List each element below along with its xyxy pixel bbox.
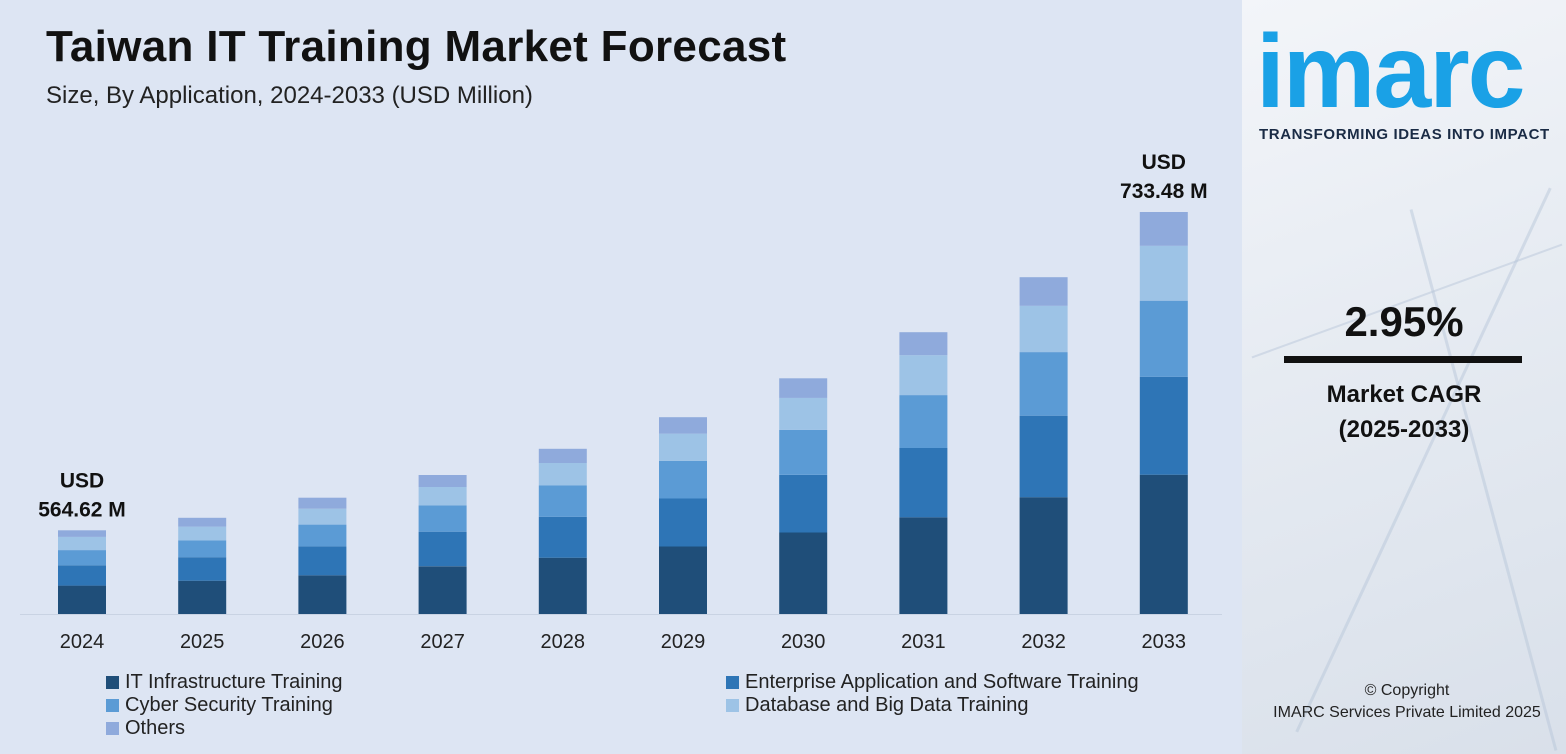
x-tick-label-2024: 2024 xyxy=(60,631,105,653)
bar-segment-enterprise-application-and-software-training-2027 xyxy=(418,531,467,567)
bar-segment-cyber-security-training-2025 xyxy=(178,540,227,558)
legend-label: Enterprise Application and Software Trai… xyxy=(745,671,1139,693)
bar-segment-cyber-security-training-2027 xyxy=(418,505,467,532)
legend-item-it-infrastructure: IT Infrastructure Training xyxy=(106,671,343,694)
bar-segment-database-and-big-data-training-2032 xyxy=(1019,305,1068,353)
bar-segment-database-and-big-data-training-2026 xyxy=(298,508,347,525)
bar-segment-it-infrastructure-training-2024 xyxy=(58,585,106,614)
decorative-line xyxy=(1295,187,1552,733)
bar-segment-it-infrastructure-training-2030 xyxy=(779,532,828,614)
x-tick-label-2025: 2025 xyxy=(180,631,225,653)
bar-segment-enterprise-application-and-software-training-2024 xyxy=(58,565,106,586)
bar-segment-cyber-security-training-2028 xyxy=(538,485,587,517)
bar-segment-enterprise-application-and-software-training-2028 xyxy=(538,516,587,558)
x-tick-label-2030: 2030 xyxy=(781,631,826,653)
x-tick-label-2033: 2033 xyxy=(1142,631,1187,653)
legend-item-cyber-security: Cyber Security Training xyxy=(106,694,333,717)
bar-segment-enterprise-application-and-software-training-2029 xyxy=(659,498,707,547)
bar-segment-database-and-big-data-training-2029 xyxy=(659,433,707,461)
copyright-line2: IMARC Services Private Limited 2025 xyxy=(1273,704,1541,722)
bar-segment-cyber-security-training-2024 xyxy=(58,550,106,566)
legend-label: Cyber Security Training xyxy=(125,694,333,716)
bar-segment-it-infrastructure-training-2031 xyxy=(899,517,948,614)
data-label-2024-line1: USD xyxy=(60,469,104,492)
cagr-divider xyxy=(1284,356,1522,363)
bar-segment-cyber-security-training-2032 xyxy=(1019,352,1068,416)
bar-segment-cyber-security-training-2031 xyxy=(899,395,948,448)
bar-segment-it-infrastructure-training-2025 xyxy=(178,580,227,614)
cagr-label-line2: (2025-2033) xyxy=(1338,415,1470,443)
bar-segment-others-2030 xyxy=(779,378,828,398)
bar-segment-database-and-big-data-training-2024 xyxy=(58,536,106,551)
chart-svg: 2024 2025 2026 2027 2028 2029 2030 2031 2032 2033… xyxy=(20,151,1222,653)
legend-item-database-big-data: Database and Big Data Training xyxy=(726,694,1029,717)
bar-segment-it-infrastructure-training-2033 xyxy=(1139,474,1188,614)
x-tick-label-2032: 2032 xyxy=(1021,631,1066,653)
bar-segment-enterprise-application-and-software-training-2032 xyxy=(1019,415,1068,498)
bar-segment-others-2027 xyxy=(418,475,467,487)
cagr-value: 2.95% xyxy=(1344,298,1464,345)
bar-segment-cyber-security-training-2029 xyxy=(659,460,707,499)
bar-segment-enterprise-application-and-software-training-2025 xyxy=(178,557,227,581)
cagr-label-line1: Market CAGR xyxy=(1326,381,1482,408)
legend-label: IT Infrastructure Training xyxy=(125,671,343,693)
bar-segment-enterprise-application-and-software-training-2033 xyxy=(1139,376,1188,475)
bar-segment-it-infrastructure-training-2029 xyxy=(659,546,707,614)
bar-segment-database-and-big-data-training-2025 xyxy=(178,526,227,541)
bar-segment-others-2028 xyxy=(538,448,587,463)
bar-segment-others-2029 xyxy=(659,417,707,434)
legend-label: Others xyxy=(125,717,186,739)
legend-label: Database and Big Data Training xyxy=(745,694,1029,716)
bar-segment-database-and-big-data-training-2030 xyxy=(779,397,828,430)
bar-segment-database-and-big-data-training-2031 xyxy=(899,355,948,396)
legend-swatch xyxy=(106,722,119,735)
bar-segment-enterprise-application-and-software-training-2026 xyxy=(298,546,347,576)
bar-segment-others-2024 xyxy=(58,530,106,537)
x-tick-label-2029: 2029 xyxy=(661,631,706,653)
data-label-2024-line2: 564.62 M xyxy=(38,498,126,521)
bar-segment-enterprise-application-and-software-training-2030 xyxy=(779,475,828,533)
bar-segment-database-and-big-data-training-2033 xyxy=(1139,245,1188,301)
legend-swatch xyxy=(726,676,739,689)
x-tick-label-2031: 2031 xyxy=(901,631,946,653)
bar-segment-cyber-security-training-2026 xyxy=(298,524,347,547)
bar-segment-others-2031 xyxy=(899,332,948,356)
bar-segment-others-2026 xyxy=(298,497,347,509)
cagr-label: Market CAGR (2025-2033) xyxy=(1242,378,1566,448)
bar-segment-others-2032 xyxy=(1019,277,1068,306)
bar-segment-it-infrastructure-training-2032 xyxy=(1019,497,1068,614)
bar-segment-enterprise-application-and-software-training-2031 xyxy=(899,448,948,518)
legend-item-enterprise-application: Enterprise Application and Software Trai… xyxy=(726,671,1139,694)
x-tick-label-2028: 2028 xyxy=(541,631,586,653)
side-panel: imarc TRANSFORMING IDEAS INTO IMPACT 2.9… xyxy=(1242,0,1566,754)
bar-segment-database-and-big-data-training-2027 xyxy=(418,486,467,506)
legend-swatch xyxy=(726,699,739,712)
copyright: © Copyright IMARC Services Private Limit… xyxy=(1242,680,1566,725)
bar-segment-it-infrastructure-training-2027 xyxy=(418,566,467,614)
bar-segment-others-2033 xyxy=(1139,212,1188,246)
bar-segment-cyber-security-training-2030 xyxy=(779,429,828,475)
bar-segment-it-infrastructure-training-2028 xyxy=(538,557,587,614)
chart-title: Taiwan IT Training Market Forecast xyxy=(46,22,787,71)
x-tick-label-2027: 2027 xyxy=(420,631,465,653)
copyright-line1: © Copyright xyxy=(1364,682,1450,699)
bar-segment-cyber-security-training-2033 xyxy=(1139,300,1188,377)
legend-swatch xyxy=(106,676,119,689)
bar-segment-it-infrastructure-training-2026 xyxy=(298,575,347,614)
chart-subtitle: Size, By Application, 2024-2033 (USD Mil… xyxy=(46,82,533,109)
data-label-2033-line1: USD xyxy=(1142,151,1186,174)
x-tick-label-2026: 2026 xyxy=(300,631,345,653)
bar-segment-database-and-big-data-training-2028 xyxy=(538,463,587,486)
bar-segment-others-2025 xyxy=(178,517,227,527)
chart-panel: Taiwan IT Training Market Forecast Size,… xyxy=(0,0,1242,754)
logo-tagline: TRANSFORMING IDEAS INTO IMPACT xyxy=(1259,126,1550,143)
imarc-logo: imarc xyxy=(1256,14,1526,130)
legend-swatch xyxy=(106,699,119,712)
legend-item-others: Others xyxy=(106,717,185,740)
data-label-2033-line2: 733.48 M xyxy=(1120,180,1208,203)
